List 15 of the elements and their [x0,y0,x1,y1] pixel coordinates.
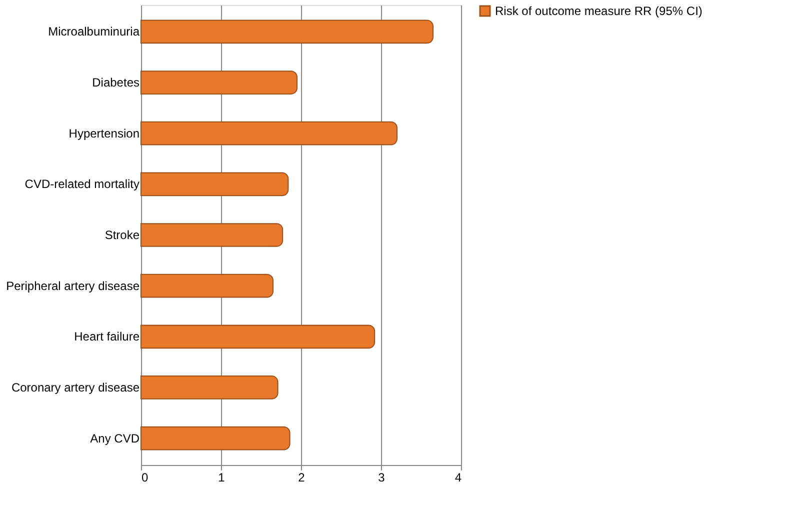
y-tick-label: CVD-related mortality [24,177,140,192]
x-tick-label: 4 [454,470,462,484]
x-tick-label: 3 [378,470,386,484]
y-tick-label: Heart failure [74,330,140,344]
x-tick-label: 1 [218,470,226,484]
y-tick-label: Any CVD [90,431,140,446]
y-tick-label: Diabetes [92,76,140,90]
y-tick-label: Microalbuminuria [48,24,140,39]
x-tick-label: 2 [298,470,306,484]
y-tick-label: Hypertension [68,126,140,140]
y-tick-label: Peripheral artery disease [6,278,140,293]
y-tick-label: Coronary artery disease [11,380,140,394]
x-tick-label: 0 [142,470,148,484]
legend-label: Risk of outcome measure RR (95% CI) [495,4,702,18]
y-tick-label: Stroke [104,228,140,242]
